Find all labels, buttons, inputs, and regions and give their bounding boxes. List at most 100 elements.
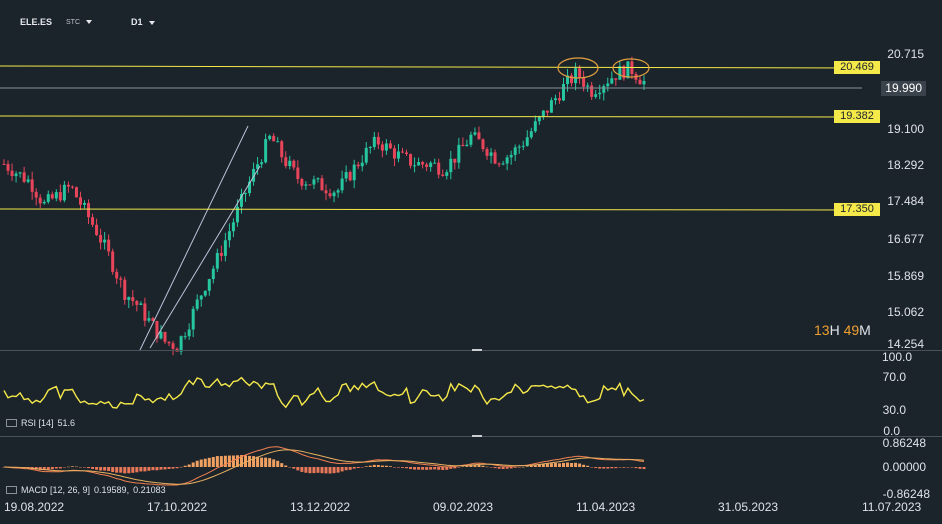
- candle-body: [62, 184, 66, 201]
- macd-bar: [183, 465, 187, 467]
- candle-body: [324, 190, 328, 194]
- candle-body: [561, 84, 565, 101]
- bar-countdown-timer: 13H 49M: [814, 322, 871, 338]
- macd-bar: [545, 463, 549, 467]
- macd-bar: [143, 467, 147, 472]
- timeframe-select[interactable]: D1: [131, 17, 155, 27]
- macd-bar: [288, 467, 292, 468]
- macd-bar: [91, 467, 95, 469]
- macd-bar: [453, 467, 457, 469]
- level-tag-top[interactable]: 20.469: [834, 61, 880, 74]
- macd-bar: [400, 467, 404, 468]
- macd-bar: [320, 467, 324, 474]
- macd-bar: [509, 467, 513, 469]
- candle-body: [143, 303, 147, 321]
- pane-separator-macd[interactable]: [0, 436, 942, 437]
- macd-bar: [131, 467, 135, 473]
- macd-bar: [336, 467, 340, 473]
- date-tick: 11.07.2023: [862, 500, 922, 514]
- macd-bar: [167, 467, 171, 469]
- candle-body: [272, 135, 276, 142]
- candle-body: [598, 92, 602, 95]
- candle-body: [195, 299, 199, 309]
- macd-bar: [380, 465, 384, 467]
- candle-body: [449, 158, 453, 173]
- macd-bar: [445, 467, 449, 470]
- candle-body: [139, 303, 143, 305]
- candle-body: [74, 187, 78, 198]
- timer-h-unit: H: [829, 322, 840, 338]
- macd-tick: -0.86248: [882, 487, 930, 501]
- macd-bar: [54, 467, 58, 469]
- candle-body: [163, 331, 167, 342]
- macd-bar: [328, 467, 332, 474]
- candle-body: [606, 83, 610, 87]
- macd-bar: [557, 463, 561, 467]
- level-tag-mid[interactable]: 19.382: [834, 110, 880, 123]
- date-tick: 09.02.2023: [433, 500, 494, 514]
- candle-body: [167, 341, 171, 344]
- candle-body: [642, 80, 646, 85]
- candle-body: [304, 184, 308, 186]
- candles-group: [2, 56, 646, 356]
- pane-separator-rsi[interactable]: [0, 350, 942, 351]
- candle-body: [10, 170, 14, 177]
- resize-handle-rsi[interactable]: [472, 349, 482, 351]
- top-marker-ellipse-2: [612, 58, 650, 78]
- macd-bar: [340, 467, 344, 472]
- candle-body: [30, 179, 34, 192]
- macd-bar: [549, 463, 553, 467]
- macd-bar: [501, 467, 505, 470]
- macd-bar: [300, 467, 304, 472]
- resize-handle-macd[interactable]: [472, 435, 482, 437]
- macd-bar: [42, 467, 46, 471]
- rsi-pane-label[interactable]: RSI [14] 51.6: [6, 418, 75, 428]
- macd-bar: [485, 466, 489, 468]
- candle-body: [284, 157, 288, 167]
- price-tick: 15.869: [887, 269, 924, 283]
- macd-bar: [553, 463, 557, 467]
- macd-bar: [493, 467, 497, 469]
- macd-bar: [602, 467, 606, 469]
- candle-body: [280, 141, 284, 158]
- candle-body: [485, 149, 489, 156]
- price-tick: 16.677: [887, 232, 924, 246]
- symbol-label[interactable]: ELE.ES: [20, 17, 53, 27]
- candle-body: [493, 152, 497, 164]
- macd-bar: [219, 456, 223, 467]
- macd-bar: [147, 467, 151, 471]
- pane-settings-icon[interactable]: [6, 486, 17, 494]
- macd-bar: [312, 467, 316, 474]
- macd-value2: 0.21083: [133, 485, 166, 495]
- macd-bar: [175, 467, 179, 469]
- candle-body: [557, 98, 561, 101]
- candle-body: [372, 136, 376, 147]
- macd-pane-label[interactable]: MACD [12, 26, 9] 0.19589, 0.21083: [6, 485, 166, 495]
- macd-bar: [642, 467, 646, 470]
- candle-body: [239, 193, 243, 207]
- level-tag-low[interactable]: 17.350: [834, 203, 880, 216]
- candle-body: [83, 203, 87, 205]
- macd-bar: [372, 464, 376, 467]
- macd-bar: [50, 467, 54, 470]
- macd-bar: [78, 467, 82, 468]
- macd-bar: [58, 467, 62, 469]
- macd-bar: [441, 467, 445, 471]
- pane-settings-icon[interactable]: [6, 419, 17, 427]
- macd-bar: [429, 467, 433, 470]
- candle-body: [521, 145, 525, 147]
- candle-body: [203, 290, 207, 296]
- macd-bar: [469, 465, 473, 467]
- candle-body: [6, 164, 10, 171]
- macd-bar: [135, 467, 139, 473]
- macd-bar: [465, 465, 469, 467]
- macd-bar: [477, 464, 481, 467]
- candle-body: [461, 144, 465, 147]
- macd-bar: [598, 467, 602, 469]
- date-tick: 11.04.2023: [576, 500, 636, 514]
- candle-body: [292, 160, 296, 168]
- candle-body: [392, 148, 396, 159]
- candle-body: [131, 297, 135, 302]
- instrument-type[interactable]: STC: [66, 19, 92, 26]
